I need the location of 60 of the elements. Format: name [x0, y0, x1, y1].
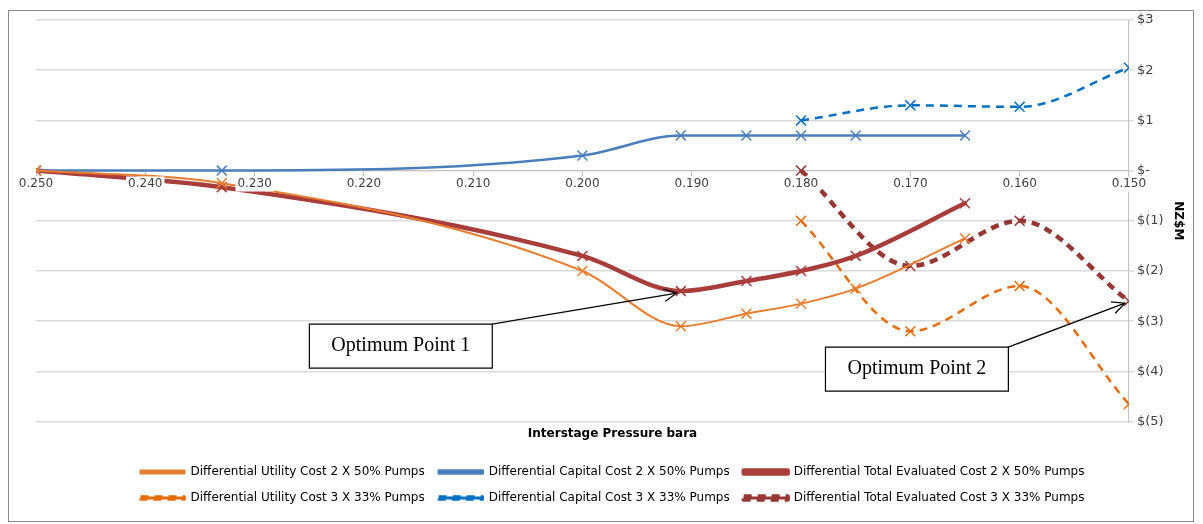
point — [740, 129, 753, 142]
point — [795, 297, 807, 310]
point — [959, 129, 971, 142]
y-tick-label: $(2) — [1136, 262, 1164, 278]
point — [959, 197, 971, 209]
y-tick-label: $1 — [1136, 111, 1154, 127]
point — [849, 250, 862, 262]
y-tick-label: $3 — [1136, 11, 1154, 27]
y-tick-label: $(3) — [1136, 312, 1164, 328]
point — [675, 285, 687, 297]
point — [576, 149, 589, 162]
x-tick-label: 0.230 — [237, 175, 272, 190]
point — [1013, 215, 1026, 227]
x-tick-label: 0.220 — [346, 175, 382, 190]
point — [576, 265, 589, 277]
point — [795, 129, 807, 142]
legend-label: Differential Total Evaluated Cost 3 X 33% Pumps — [793, 490, 1085, 505]
point — [849, 282, 862, 295]
point — [904, 260, 917, 272]
y-tick-label: $(4) — [1136, 362, 1164, 378]
point — [1013, 280, 1026, 292]
legend-label: Differential Capital Cost 2 X 50% Pumps — [488, 464, 730, 479]
x-tick-label: 0.240 — [128, 175, 163, 190]
x-tick-label: 0.210 — [455, 175, 491, 190]
point — [795, 265, 807, 277]
annotation: Optimum Point 1 — [331, 333, 471, 357]
legend-label: Differential Total Evaluated Cost 2 X 50% Pumps — [793, 464, 1085, 479]
y-tick-label: $2 — [1136, 61, 1154, 77]
x-axis-title: Interstage Pressure bara — [527, 425, 698, 440]
point — [675, 129, 687, 142]
point — [959, 232, 971, 245]
point — [904, 325, 917, 337]
x-tick-label: 0.190 — [674, 175, 709, 190]
y-tick-label: $(5) — [1136, 412, 1164, 428]
x-tick-label: 0.150 — [1111, 175, 1147, 190]
point — [1013, 101, 1026, 113]
x-tick-label: 0.170 — [893, 175, 928, 190]
legend-label: Differential Utility Cost 2 X 50% Pumps — [190, 464, 425, 479]
legend-label: Differential Capital Cost 3 X 33% Pumps — [488, 490, 730, 505]
point — [675, 320, 687, 332]
point — [740, 275, 753, 287]
point — [740, 307, 753, 320]
x-tick-label: 0.180 — [783, 175, 819, 190]
point — [216, 177, 228, 189]
point — [795, 164, 807, 177]
x-tick-label: 0.250 — [18, 175, 54, 190]
legend-label: Differential Utility Cost 3 X 33% Pumps — [190, 490, 425, 505]
x-tick-label: 0.160 — [1002, 175, 1037, 190]
point — [795, 114, 807, 127]
y-axis-title: NZ$M — [1171, 201, 1186, 241]
point — [795, 215, 807, 227]
x-tick-label: 0.200 — [565, 175, 600, 190]
y-tick-label: $- — [1136, 161, 1151, 177]
annotation: Optimum Point 2 — [847, 356, 987, 380]
y-tick-label: $(1) — [1136, 212, 1164, 228]
point — [849, 129, 862, 142]
point — [216, 181, 228, 193]
point — [904, 99, 917, 112]
point — [576, 250, 589, 262]
point — [216, 164, 228, 177]
